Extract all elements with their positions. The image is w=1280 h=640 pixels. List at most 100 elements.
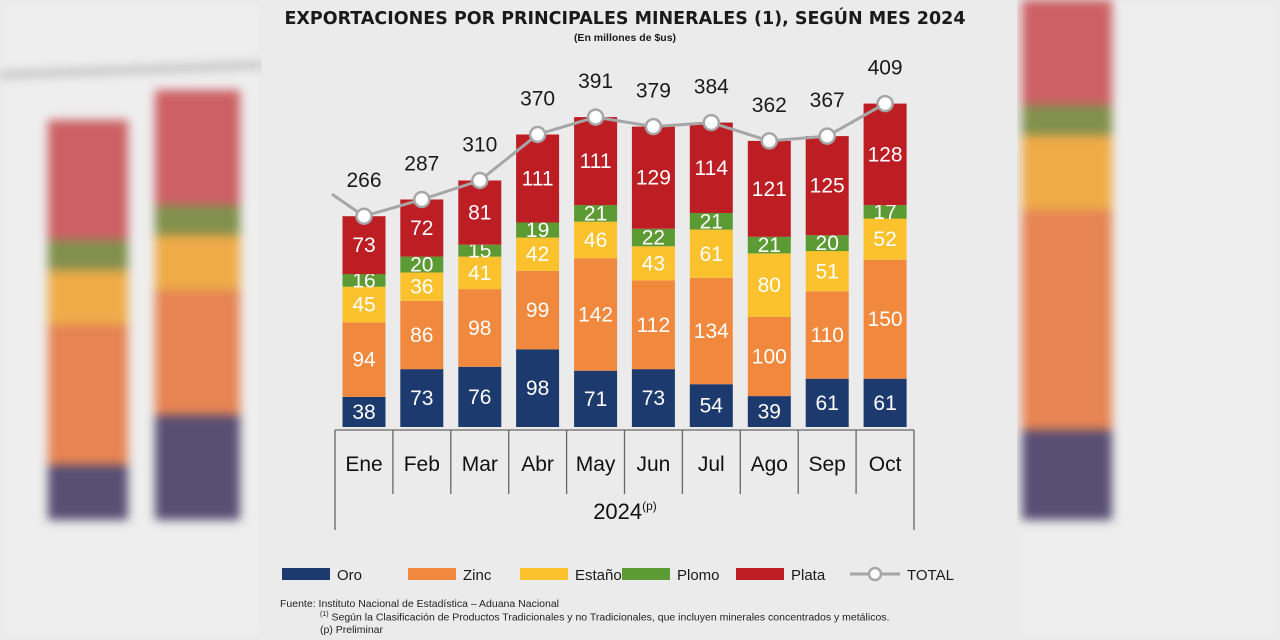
x-tick-label-ene: Ene [345,453,382,476]
legend-label-estano: Estaño [575,567,622,584]
total-marker-feb [413,190,431,209]
footnote-1-mark: (1) [320,611,329,618]
data-label-oro-abr: 98 [526,377,549,400]
total-label-ago: 362 [752,94,787,117]
legend-label-plomo: Plomo [677,567,720,584]
legend-item-plomo: Plomo [622,567,720,584]
bar-segment-plata-oct [863,103,907,206]
total-label-jun: 379 [636,80,671,103]
data-label-zinc-may: 142 [578,304,613,327]
bar-segment-oro-feb [400,369,444,427]
bar-stack-jul: 54 134 61 21 114 [689,122,733,427]
data-label-estano-oct: 52 [873,228,896,251]
bar-segment-plata-abr [516,134,560,223]
bar-segment-oro-jun [631,369,675,427]
bar-segment-plata-feb [400,199,444,257]
bar-segment-zinc-ago [747,316,791,397]
bar-segment-plomo-jun [631,228,675,247]
legend-swatch-plata [736,568,784,580]
x-tick-label-sep: Sep [809,453,846,476]
legend-label-plata: Plata [791,567,826,584]
x-tick-label-abr: Abr [521,453,554,476]
total-label-jul: 384 [694,76,729,99]
total-marker-mar [471,171,489,190]
bar-segment-oro-sep [805,378,849,427]
bar-segment-plomo-sep [805,235,849,252]
data-label-plomo-mar: 15 [468,240,491,263]
data-label-zinc-oct: 150 [868,308,903,331]
total-label-mar: 310 [462,134,497,157]
source-note: Fuente: Instituto Nacional de Estadístic… [280,598,560,610]
data-label-plata-abr: 111 [522,168,554,191]
bar-segment-zinc-oct [863,259,907,379]
data-label-plata-feb: 72 [410,217,433,240]
bar-segment-plata-sep [805,136,849,236]
legend-swatch-oro [282,568,330,580]
data-label-zinc-sep: 110 [810,324,843,347]
bar-segment-estano-sep [805,251,849,292]
bar-segment-plata-jun [631,126,675,229]
bar-segment-plata-ene [342,216,386,275]
x-tick-label-oct: Oct [869,453,902,476]
data-label-estano-feb: 36 [410,276,433,299]
data-label-plata-ago: 121 [752,178,787,201]
total-marker-jul [702,113,721,132]
bar-stack-may: 71 142 46 21 111 [574,117,618,427]
x-tick-label-feb: Feb [404,453,440,476]
blurred-bars-right-graphic [1022,0,1112,520]
bar-segment-oro-mar [458,366,502,427]
bar-segment-plomo-mar [458,244,502,257]
bar-segment-estano-abr [516,237,560,271]
bar-segment-zinc-jul [689,278,733,385]
total-marker-ene [355,207,373,225]
legend-item-total: TOTAL [850,566,954,584]
data-label-zinc-jun: 112 [637,314,670,337]
stacked-bar-chart: EXPORTACIONES POR PRINCIPALES MINERALES … [282,7,966,584]
x-axis: Ene Feb Mar Abr May Jun Jul Ago Sep Oct [334,429,915,530]
data-label-plata-oct: 128 [868,143,903,166]
bar-segment-estano-ene [342,286,386,323]
bar-segment-zinc-sep [805,291,849,379]
legend-swatch-estano [520,568,568,580]
data-label-estano-jun: 43 [642,252,665,275]
data-label-estano-may: 46 [584,229,607,252]
blurred-background-right [1017,0,1280,640]
chart-title: EXPORTACIONES POR PRINCIPALES MINERALES … [284,7,965,29]
data-label-plomo-sep: 20 [816,232,839,255]
footnote-preliminary: (p) Preliminar [320,624,384,636]
bar-segment-plomo-ago [747,236,791,254]
bar-segment-plata-ago [747,140,791,237]
data-label-plata-mar: 81 [468,202,491,225]
bar-stack-ago: 39 100 80 21 121 [747,140,791,427]
data-label-zinc-jul: 134 [694,320,729,343]
data-label-oro-jul: 54 [700,395,724,418]
bar-segment-oro-jul [689,384,733,427]
bar-segment-oro-ene [342,396,386,427]
total-label-feb: 287 [404,153,439,176]
blurred-bars-left-graphic [0,62,262,520]
data-label-estano-sep: 51 [816,260,839,283]
data-label-plomo-jun: 22 [642,227,665,250]
chart-panel: EXPORTACIONES POR PRINCIPALES MINERALES … [262,0,1017,640]
bar-segment-estano-oct [863,218,907,260]
legend-item-estano: Estaño [520,567,622,584]
legend-label-zinc: Zinc [463,567,492,584]
legend-label-total: TOTAL [907,567,954,584]
footnote-1: (1) Según la Clasificación de Productos … [320,611,889,624]
bar-segment-estano-ago [747,253,791,317]
bar-segment-oro-abr [516,349,560,427]
data-label-plomo-ago: 21 [758,234,781,257]
bar-segment-estano-jun [631,246,675,281]
data-label-plata-jul: 114 [695,157,729,180]
bar-segment-zinc-ene [342,322,386,397]
bar-segment-plata-may [574,117,618,206]
total-marker-sep [818,127,836,145]
data-label-estano-ago: 80 [758,274,781,297]
data-label-plata-ene: 73 [352,234,375,257]
data-label-plomo-may: 21 [584,202,607,225]
